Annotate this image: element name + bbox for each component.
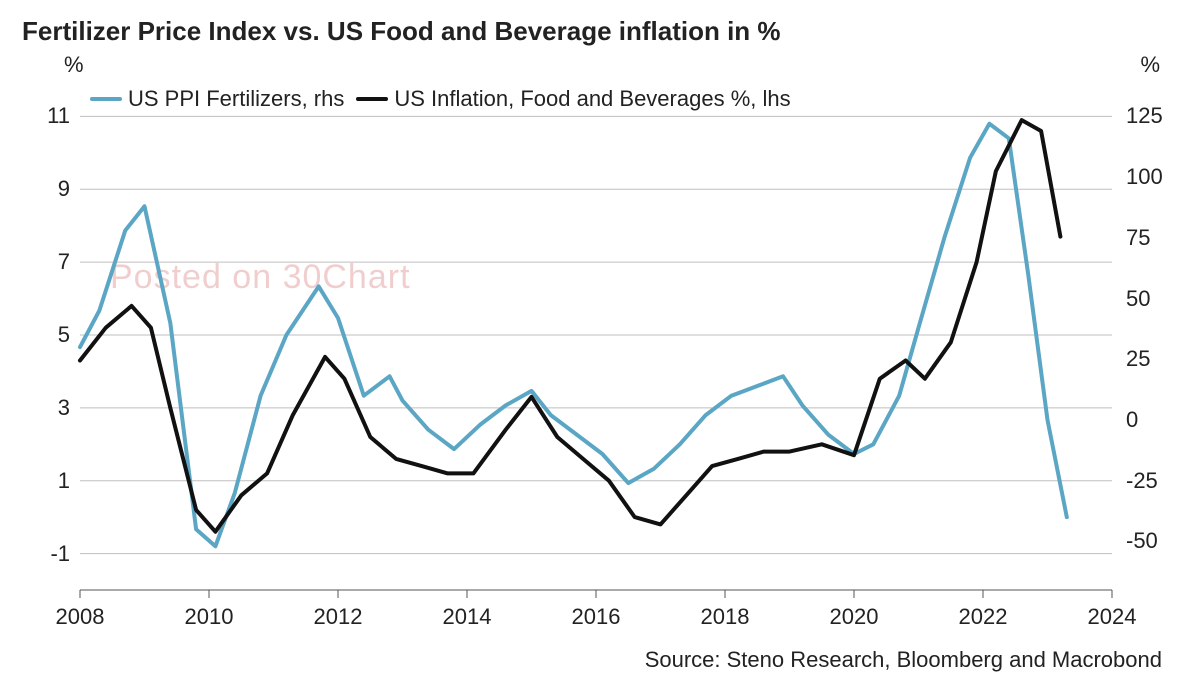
y-right-tick: 75 — [1126, 225, 1186, 251]
y-right-tick: -50 — [1126, 528, 1186, 554]
y-left-tick: 1 — [18, 468, 70, 494]
x-tick: 2018 — [701, 604, 750, 630]
y-right-tick: 25 — [1126, 346, 1186, 372]
x-tick: 2008 — [56, 604, 105, 630]
y-right-tick: -25 — [1126, 468, 1186, 494]
y-right-tick: 0 — [1126, 407, 1186, 433]
chart-source: Source: Steno Research, Bloomberg and Ma… — [645, 647, 1162, 673]
x-tick: 2010 — [185, 604, 234, 630]
x-tick: 2024 — [1088, 604, 1137, 630]
x-tick: 2022 — [959, 604, 1008, 630]
x-tick: 2012 — [314, 604, 363, 630]
y-left-tick: 3 — [18, 395, 70, 421]
chart-plot — [0, 0, 1200, 687]
y-left-tick: 9 — [18, 176, 70, 202]
y-right-tick: 125 — [1126, 103, 1186, 129]
y-right-tick: 100 — [1126, 164, 1186, 190]
x-tick: 2020 — [830, 604, 879, 630]
x-tick: 2014 — [443, 604, 492, 630]
y-left-tick: 5 — [18, 322, 70, 348]
y-left-tick: 7 — [18, 249, 70, 275]
y-left-tick: -1 — [18, 541, 70, 567]
x-tick: 2016 — [572, 604, 621, 630]
y-left-tick: 11 — [18, 103, 70, 129]
y-right-tick: 50 — [1126, 286, 1186, 312]
